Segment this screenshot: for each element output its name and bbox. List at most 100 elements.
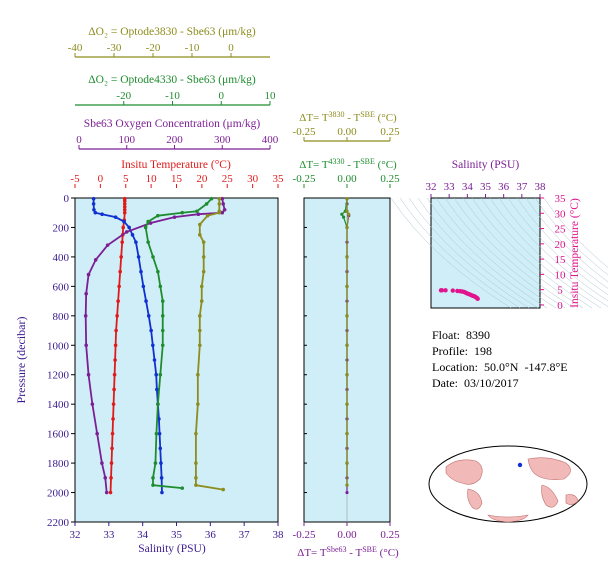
d3830-point [201, 255, 206, 259]
d3830t-point [345, 255, 349, 259]
y-tick-label: 1600 [47, 429, 70, 441]
temp-point [122, 205, 127, 209]
ts-y-tick-label: 0 [557, 300, 563, 312]
d4330-point [151, 476, 155, 480]
d3830t-point [345, 461, 349, 465]
d3830t-point [345, 483, 349, 487]
temp-point [122, 207, 127, 212]
sal-tick-label: 35 [171, 529, 183, 541]
ts-x-tick-label: 33 [444, 181, 456, 193]
d3830t-point [345, 197, 349, 201]
dsbe-tick-label: -0.25 [293, 529, 316, 541]
oxy-point [220, 210, 225, 215]
d4330t-point [341, 215, 346, 219]
d3830-point [198, 222, 202, 227]
d4330-point [204, 202, 209, 206]
d3830-point [194, 476, 198, 480]
density-contour [417, 197, 539, 309]
ts-y-tick-label: 25 [555, 224, 567, 236]
ts-y-tick-label: 20 [555, 239, 567, 251]
d4330-point [143, 225, 148, 230]
ts-point [443, 288, 448, 293]
y-tick-label: 2200 [47, 517, 70, 529]
d3830-point [217, 196, 222, 201]
sal-point [154, 372, 158, 377]
d4330-point [180, 210, 185, 215]
d4330-point [195, 209, 199, 214]
d3830-tick-label: 0 [228, 42, 234, 54]
sal-point [91, 196, 96, 201]
d4330t-tick-label: -0.25 [293, 173, 316, 185]
d4330-point [160, 328, 165, 333]
oxy-point [100, 461, 104, 465]
d3830t-point [345, 343, 349, 347]
oxy-point [86, 372, 91, 377]
d3830-point [198, 233, 202, 237]
density-contour [462, 197, 584, 309]
sal-point [91, 202, 96, 206]
temp-point [121, 225, 126, 230]
y-tick-label: 1200 [47, 370, 70, 382]
d3830t-point [345, 373, 349, 377]
y-tick-label: 600 [53, 281, 70, 293]
sal-point [130, 233, 135, 237]
temp-point [111, 417, 115, 421]
sal-point [100, 212, 104, 216]
temp-point [113, 343, 118, 348]
oxy-tick-label: 200 [166, 134, 183, 146]
density-contour [453, 197, 575, 309]
temp-tick-label: 30 [247, 173, 259, 185]
d3830-point [194, 483, 198, 487]
d4330-tick-label: -20 [116, 90, 131, 102]
sal-point [155, 387, 159, 392]
temp-point [110, 431, 115, 436]
temp-point [109, 461, 114, 465]
temp-point [118, 269, 122, 274]
oxy-point [84, 291, 88, 296]
temp-point [113, 358, 117, 362]
d3830t-tick-label: 0.25 [380, 126, 400, 138]
oxy-tick-label: 0 [76, 134, 82, 146]
oxy-point [222, 207, 227, 212]
info-location: Location: 50.0°N -147.8°E [432, 360, 568, 374]
d4330-point [180, 486, 185, 490]
sal-point [93, 210, 98, 215]
dsbe-tick-label: 0.25 [380, 529, 400, 541]
density-contour [516, 197, 608, 289]
density-contour [426, 197, 548, 309]
sal-point [141, 284, 146, 289]
ts-y-axis-label: Insitu Temperature (°C) [569, 198, 581, 308]
temp-tick-label: 25 [222, 173, 234, 185]
density-contour [471, 197, 593, 309]
d3830-point [198, 328, 202, 333]
temp-point [111, 402, 116, 406]
d4330-tick-label: 10 [265, 90, 277, 102]
ts-point [450, 288, 455, 293]
ts-y-tick-label: 10 [555, 269, 567, 281]
sal-point [151, 343, 155, 348]
d3830-tick-label: -30 [107, 42, 122, 54]
info-date: Date: 03/10/2017 [432, 376, 519, 390]
sal-point [149, 328, 153, 333]
d3830-point [196, 372, 200, 377]
temp-point [120, 240, 124, 244]
temp-tick-label: -5 [70, 173, 80, 185]
d3830-point [217, 210, 222, 215]
ts-point [475, 296, 480, 302]
d4330-point [151, 255, 155, 259]
temp-axis-label: Insitu Temperature (°C) [121, 159, 231, 171]
main-plot-area [74, 197, 279, 523]
density-contour [543, 197, 608, 269]
y-tick-label: 200 [53, 222, 70, 234]
d3830t-point [345, 432, 349, 436]
d4330-point [146, 219, 150, 224]
density-contour [435, 197, 557, 309]
d4330-point [160, 314, 165, 318]
sal-point [159, 461, 163, 465]
oxy-point [196, 212, 201, 216]
d4330t-tick-label: 0.00 [337, 173, 357, 185]
d3830t-point [345, 314, 349, 318]
sal-point [92, 207, 96, 212]
sal-point [136, 255, 141, 259]
y-tick-label: 400 [53, 252, 70, 264]
